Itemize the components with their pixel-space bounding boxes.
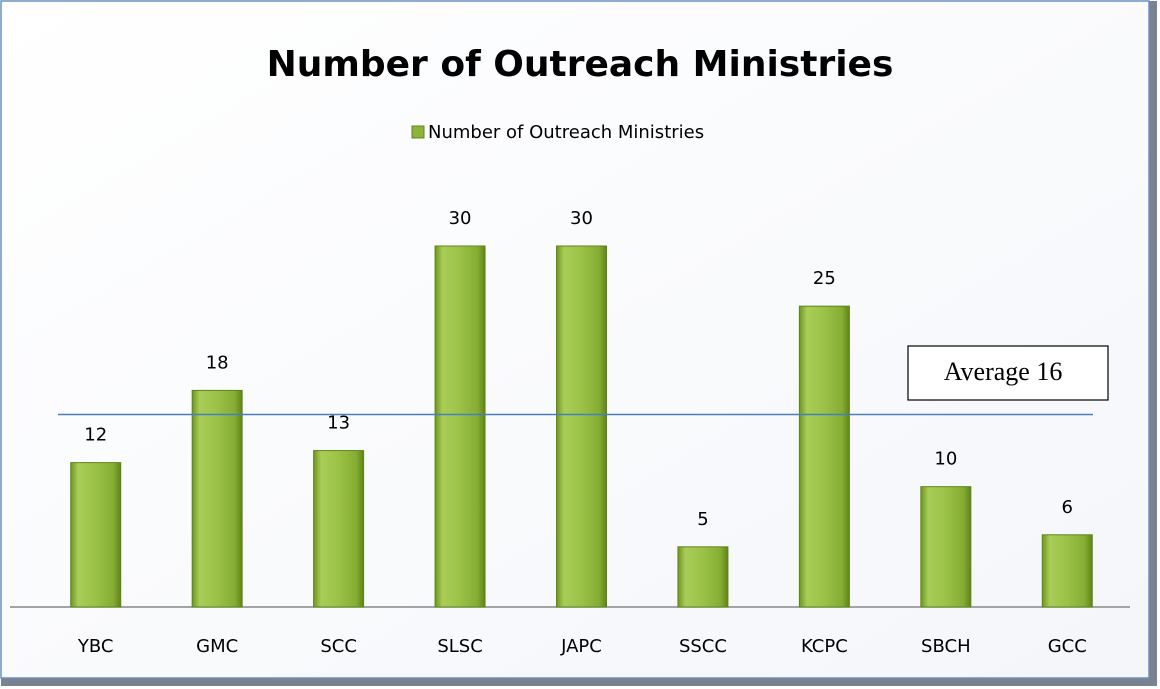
legend-swatch	[411, 125, 425, 139]
bar	[434, 245, 486, 608]
data-label: 25	[813, 268, 836, 289]
data-label: 30	[570, 208, 593, 229]
x-tick-label: SLSC	[437, 636, 482, 657]
data-label: 13	[327, 413, 350, 434]
data-label: 12	[84, 425, 107, 446]
annotation-box	[907, 345, 1109, 401]
x-tick-label: GMC	[196, 636, 238, 657]
data-label: 30	[449, 208, 472, 229]
x-tick-label: GCC	[1048, 636, 1087, 657]
data-label: 18	[206, 352, 229, 373]
x-tick-label: SBCH	[921, 636, 971, 657]
x-tick-label: JAPC	[560, 636, 602, 657]
bar	[556, 245, 607, 608]
bar	[798, 305, 850, 608]
x-tick-label: SCC	[320, 636, 357, 657]
bar	[677, 546, 729, 608]
bar	[70, 462, 122, 608]
x-tick-label: YBC	[77, 636, 114, 657]
bar	[920, 486, 972, 608]
bar	[1041, 534, 1093, 608]
data-label: 5	[697, 509, 708, 530]
chart-title: Number of Outreach Ministries	[267, 44, 894, 85]
data-label: 6	[1062, 497, 1073, 518]
annotation: Average 16	[944, 357, 1063, 386]
legend-label: Number of Outreach Ministries	[428, 122, 704, 143]
x-tick-label: SSCC	[679, 636, 727, 657]
x-tick-label: KCPC	[801, 636, 848, 657]
data-label: 10	[934, 449, 957, 470]
bar	[191, 389, 243, 608]
bar	[313, 450, 365, 608]
